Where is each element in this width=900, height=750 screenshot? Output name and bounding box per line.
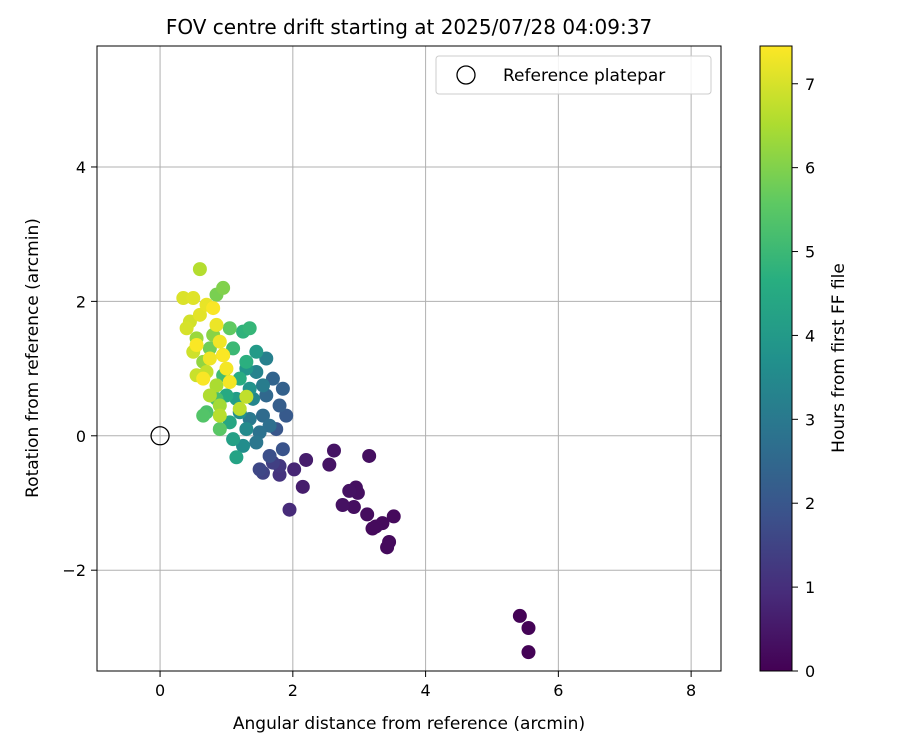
data-point-95 <box>206 301 221 316</box>
data-point-40 <box>255 378 270 393</box>
x-tick-label-1: 2 <box>288 681 298 700</box>
legend: Reference platepar <box>435 55 712 95</box>
data-point-1 <box>521 620 536 635</box>
colorbar-tick-label-7: 7 <box>805 75 815 94</box>
data-point-33 <box>265 371 280 386</box>
data-point-79 <box>239 389 254 404</box>
x-tick-label-2: 4 <box>421 681 431 700</box>
y-tick-label-0: −2 <box>62 561 86 580</box>
data-point-19 <box>295 479 310 494</box>
data-point-65 <box>222 321 237 336</box>
colorbar-tick-label-6: 6 <box>805 159 815 178</box>
data-point-45 <box>236 438 251 453</box>
data-point-92 <box>219 361 234 376</box>
x-axis-label: Angular distance from reference (arcmin) <box>233 714 585 734</box>
data-point-84 <box>179 321 194 336</box>
colorbar-tick-label-0: 0 <box>805 662 815 681</box>
data-point-64 <box>212 422 227 437</box>
colorbar-tick-label-1: 1 <box>805 578 815 597</box>
data-point-21 <box>282 502 297 517</box>
data-point-59 <box>226 341 241 356</box>
y-tick-label-1: 0 <box>76 427 86 446</box>
data-point-63 <box>196 408 211 423</box>
data-point-20 <box>287 462 302 477</box>
data-point-51 <box>226 432 241 447</box>
x-axis: 0 2 4 6 8 <box>155 671 696 700</box>
scatter-points <box>176 262 536 660</box>
data-point-49 <box>249 344 264 359</box>
data-point-89 <box>209 317 224 332</box>
data-point-14 <box>342 483 357 498</box>
y-tick-label-3: 4 <box>76 158 86 177</box>
data-point-56 <box>239 354 254 369</box>
data-point-2 <box>521 645 536 660</box>
data-point-87 <box>192 307 207 322</box>
data-point-30 <box>279 408 294 423</box>
data-point-38 <box>249 435 264 450</box>
y-axis-label: Rotation from reference (arcmin) <box>23 218 43 498</box>
y-axis: −2 0 2 4 <box>62 158 97 580</box>
colorbar-tick-label-2: 2 <box>805 494 815 513</box>
chart-title: FOV centre drift starting at 2025/07/28 … <box>166 15 652 39</box>
legend-box <box>435 55 712 95</box>
legend-label: Reference platepar <box>503 66 665 86</box>
data-point-58 <box>242 321 257 336</box>
colorbar-tick-label-3: 3 <box>805 410 815 429</box>
data-point-27 <box>262 448 277 463</box>
data-point-31 <box>272 398 287 413</box>
data-point-9 <box>360 507 375 522</box>
data-point-86 <box>186 291 201 306</box>
y-tick-label-2: 2 <box>76 292 86 311</box>
colorbar-tick-label-5: 5 <box>805 243 815 262</box>
data-point-91 <box>202 351 217 366</box>
colorbar-gradient <box>759 45 793 672</box>
x-tick-label-3: 6 <box>553 681 563 700</box>
data-point-77 <box>212 408 227 423</box>
data-point-53 <box>222 415 237 430</box>
data-point-0 <box>512 608 527 623</box>
colorbar-ticks: 0 1 2 3 4 5 6 7 <box>792 75 815 681</box>
data-point-93 <box>222 375 237 390</box>
data-point-28 <box>275 442 290 457</box>
data-point-73 <box>212 398 227 413</box>
data-point-35 <box>255 408 270 423</box>
data-point-16 <box>326 443 341 458</box>
data-point-41 <box>259 351 274 366</box>
data-point-67 <box>202 341 217 356</box>
data-point-78 <box>232 401 247 416</box>
data-point-15 <box>335 498 350 513</box>
data-point-97 <box>216 348 231 363</box>
data-point-85 <box>176 291 191 306</box>
data-point-75 <box>202 388 217 403</box>
data-point-13 <box>346 500 361 515</box>
data-point-5 <box>386 509 401 524</box>
legend-marker <box>456 65 476 85</box>
x-tick-label-4: 8 <box>686 681 696 700</box>
data-point-36 <box>262 418 277 433</box>
data-point-44 <box>239 422 254 437</box>
data-point-8 <box>365 521 380 536</box>
data-point-17 <box>322 457 337 472</box>
x-tick-label-0: 0 <box>155 681 165 700</box>
reference-marker <box>150 426 170 446</box>
data-point-4 <box>380 540 395 555</box>
data-point-69 <box>216 280 231 295</box>
data-point-90 <box>212 334 227 349</box>
colorbar-tick-label-4: 4 <box>805 326 815 345</box>
data-point-74 <box>209 378 224 393</box>
data-point-10 <box>362 448 377 463</box>
data-point-18 <box>299 452 314 467</box>
data-point-32 <box>275 381 290 396</box>
data-point-94 <box>196 371 211 386</box>
data-point-52 <box>229 450 244 465</box>
grid-lines <box>97 46 721 671</box>
colorbar: 0 1 2 3 4 5 6 7 Hours from first FF file <box>759 45 849 681</box>
colorbar-label: Hours from first FF file <box>829 263 849 453</box>
data-point-96 <box>189 338 204 353</box>
plot-frame <box>96 45 722 672</box>
data-point-76 <box>192 262 207 277</box>
data-point-26 <box>252 462 267 477</box>
